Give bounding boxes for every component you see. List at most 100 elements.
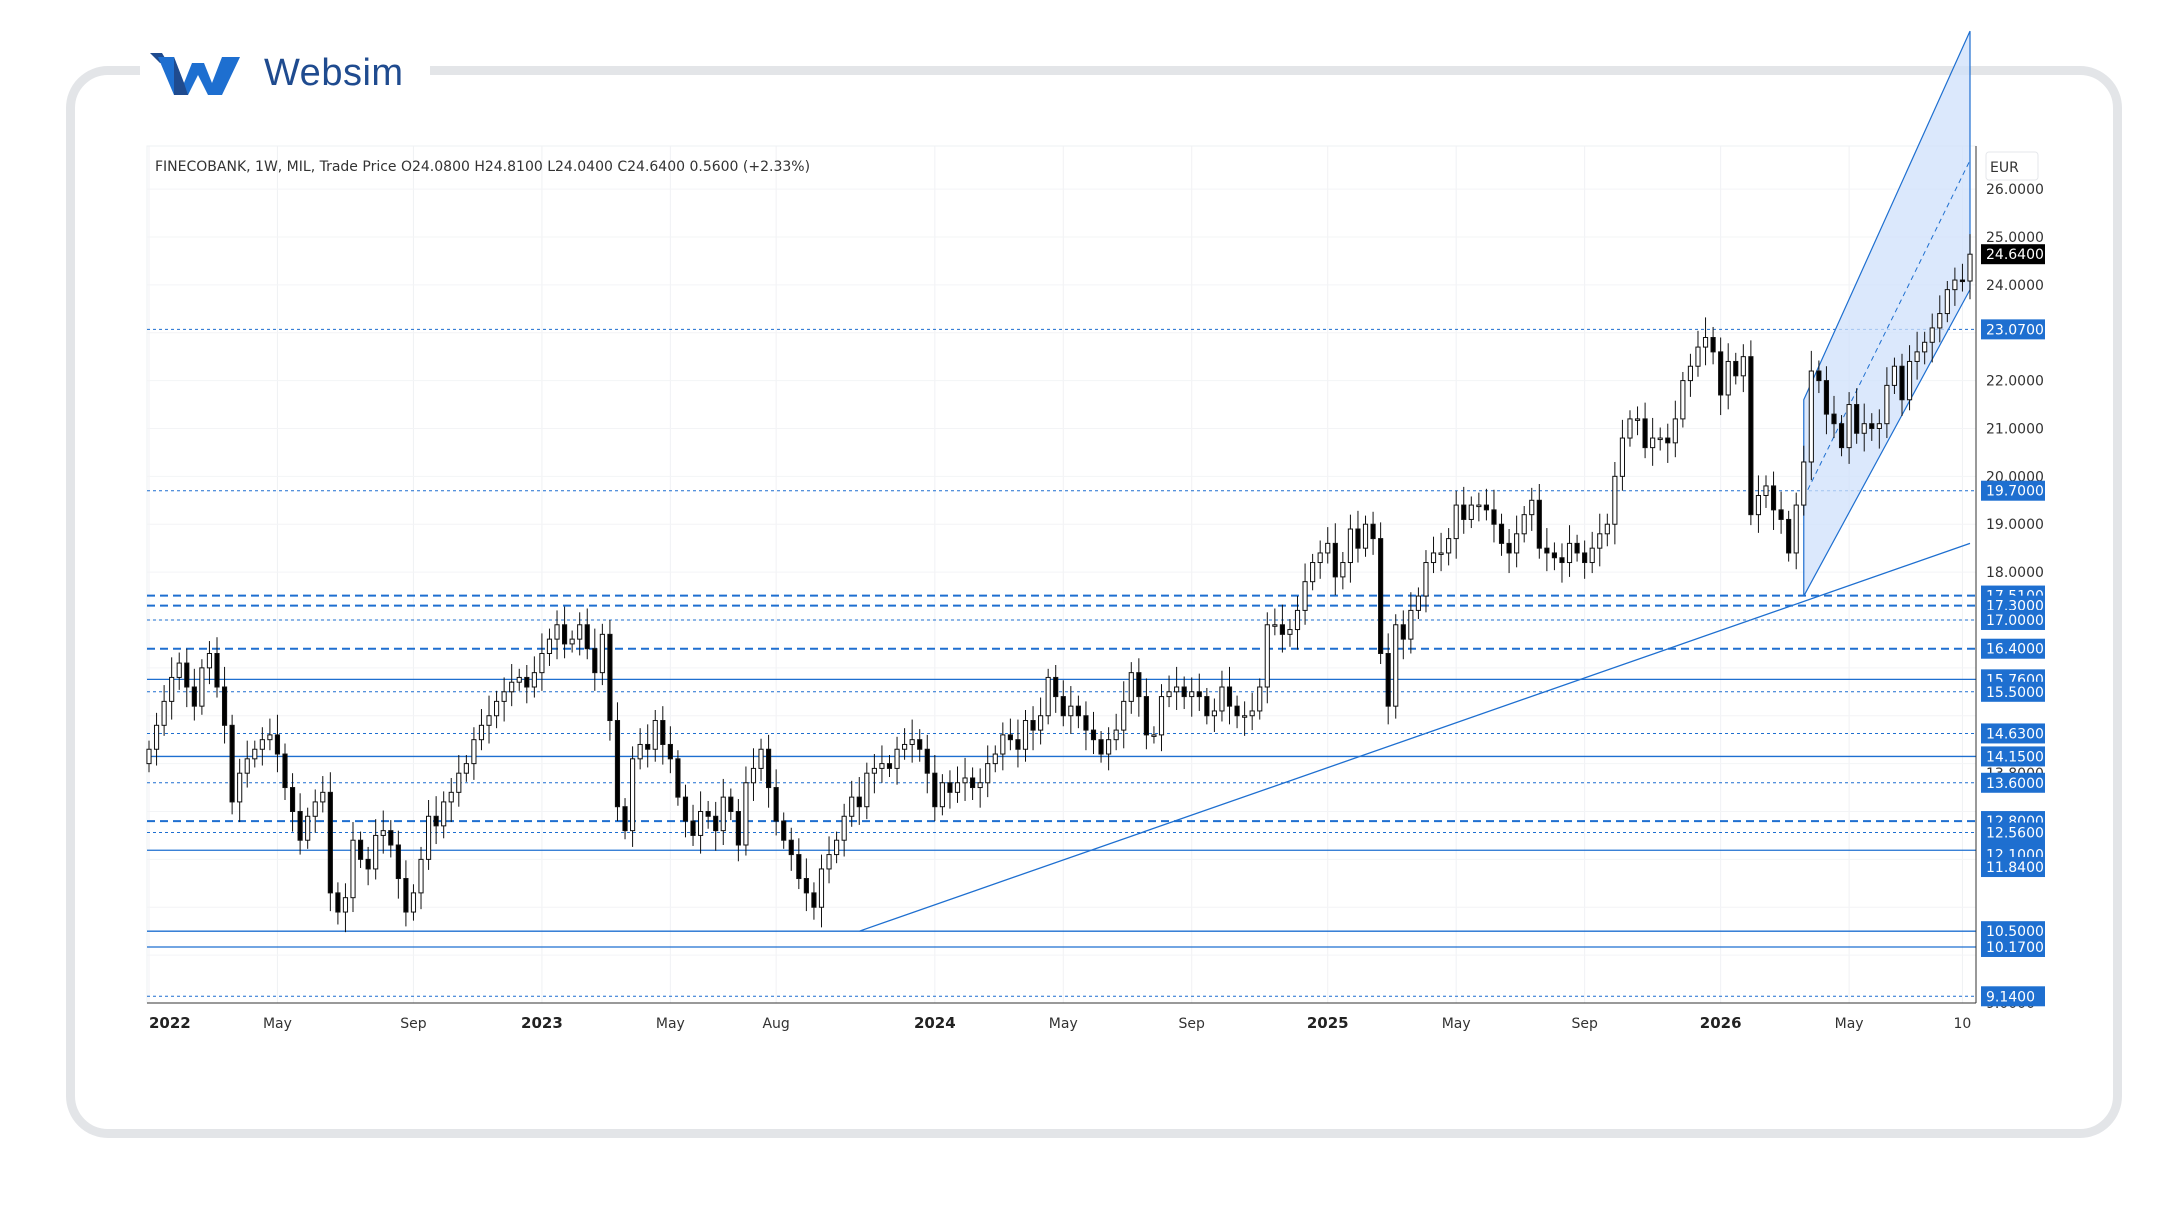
- candle: [1529, 487, 1535, 531]
- candle-body: [607, 633, 613, 722]
- candle: [856, 777, 862, 825]
- candle: [1083, 701, 1089, 751]
- candle-body: [660, 720, 666, 745]
- candle: [1294, 596, 1301, 650]
- candle-body: [184, 662, 190, 688]
- candle-body: [191, 686, 197, 707]
- price-tick-label: 26.0000: [1986, 182, 2044, 198]
- candle-body: [1053, 676, 1059, 698]
- candle-body: [932, 772, 938, 808]
- candle-body: [146, 748, 152, 765]
- candle-body: [448, 791, 454, 803]
- candle: [1922, 331, 1928, 365]
- candle-body: [1702, 337, 1709, 348]
- candle: [1143, 678, 1149, 750]
- candle: [1604, 513, 1610, 547]
- candle: [1113, 713, 1119, 751]
- candle-body: [713, 815, 719, 832]
- candle: [1491, 489, 1497, 543]
- candle: [1378, 522, 1384, 665]
- candle: [1355, 510, 1361, 563]
- candle-body: [728, 796, 734, 812]
- candle-body: [471, 739, 477, 765]
- candle: [539, 633, 545, 691]
- candle-body: [902, 743, 908, 750]
- candle-body: [1211, 710, 1217, 717]
- candle: [1128, 662, 1134, 714]
- candle: [289, 773, 296, 832]
- candle-body: [1453, 504, 1459, 540]
- candle: [1362, 515, 1369, 557]
- candle: [675, 750, 681, 806]
- candle: [1665, 423, 1671, 463]
- candle: [169, 657, 175, 720]
- candle-body: [1680, 380, 1686, 420]
- candle-body: [161, 700, 167, 726]
- candle-body: [1347, 528, 1353, 564]
- candle-body: [1786, 518, 1792, 554]
- candle-body: [1823, 380, 1830, 415]
- level-badge-text: 15.5000: [1986, 685, 2044, 701]
- currency-button[interactable]: EUR: [1985, 151, 2039, 181]
- candle: [1536, 484, 1542, 559]
- price-tick-label: 24.0000: [1986, 278, 2044, 294]
- candle-body: [1642, 418, 1648, 449]
- candle-body: [1695, 346, 1701, 367]
- candle-body: [766, 748, 772, 789]
- candle: [630, 746, 636, 847]
- candle-body: [1128, 672, 1134, 702]
- candle-body: [463, 763, 469, 774]
- candle-body: [1718, 351, 1724, 396]
- candle: [1468, 496, 1474, 529]
- candle: [592, 628, 598, 691]
- candle-body: [1370, 523, 1376, 540]
- candle: [1325, 527, 1331, 564]
- candle: [977, 768, 983, 808]
- level-badge: [1981, 609, 2045, 630]
- candle: [841, 803, 847, 857]
- candle: [456, 754, 462, 807]
- candle-body: [312, 801, 318, 817]
- candle: [1098, 731, 1104, 763]
- candle-body: [1151, 734, 1157, 737]
- candle-body: [388, 830, 394, 846]
- candle-body: [425, 815, 432, 860]
- last-price-badge: [1981, 244, 2045, 265]
- candle-body: [531, 672, 537, 688]
- candle-body: [1838, 423, 1845, 449]
- candle: [1196, 673, 1202, 711]
- candle: [1808, 350, 1814, 481]
- time-tick-label: 2026: [1700, 1014, 1742, 1032]
- candle: [1234, 695, 1240, 729]
- candle-body: [879, 763, 885, 769]
- candle-body: [962, 777, 968, 784]
- candle-body: [1514, 533, 1520, 554]
- candle: [1038, 697, 1044, 745]
- candle: [796, 838, 802, 890]
- trend-line[interactable]: [859, 542, 1971, 932]
- candle-body: [1400, 624, 1406, 640]
- candle-body: [954, 782, 961, 793]
- candle: [932, 754, 938, 822]
- candle-body: [720, 796, 726, 832]
- candle: [811, 882, 817, 920]
- trend-line-segment[interactable]: [859, 542, 1971, 932]
- axes: 26.000025.000024.000022.000021.000020.00…: [147, 146, 2045, 1032]
- candle-body: [773, 787, 779, 822]
- candle-body: [1030, 720, 1036, 731]
- candle-body: [1075, 705, 1081, 717]
- candle: [781, 812, 787, 849]
- candle: [1060, 680, 1066, 727]
- candle-body: [1355, 528, 1361, 549]
- candle: [1823, 366, 1830, 435]
- candle: [1521, 506, 1527, 543]
- candle: [373, 819, 379, 880]
- candle-body: [1906, 360, 1913, 401]
- candle-body: [1249, 710, 1255, 717]
- candle-body: [1491, 509, 1497, 525]
- level-badge-text: 10.5000: [1986, 924, 2044, 940]
- candle: [1423, 550, 1429, 613]
- price-tick-label: 21.0000: [1986, 421, 2044, 437]
- candle-body: [1113, 729, 1119, 741]
